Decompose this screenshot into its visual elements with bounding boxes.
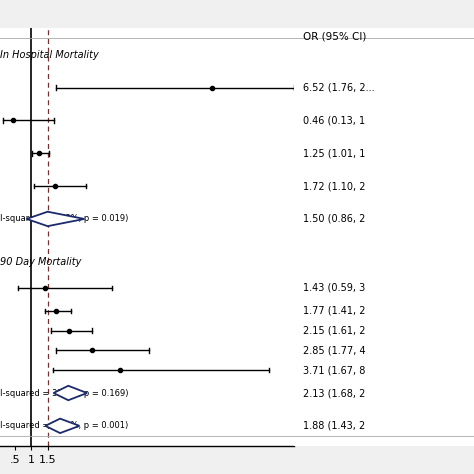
Text: 6.52 (1.76, 2...: 6.52 (1.76, 2... <box>303 82 374 92</box>
Polygon shape <box>54 386 87 400</box>
Text: 2.85 (1.77, 4: 2.85 (1.77, 4 <box>303 346 365 356</box>
Text: OR (95% CI): OR (95% CI) <box>303 32 366 42</box>
Text: 90 Day Mortality: 90 Day Mortality <box>0 256 82 267</box>
Text: 1.25 (1.01, 1: 1.25 (1.01, 1 <box>303 148 365 158</box>
Polygon shape <box>46 419 80 433</box>
Text: 1.72 (1.10, 2: 1.72 (1.10, 2 <box>303 181 365 191</box>
Text: 2.15 (1.61, 2: 2.15 (1.61, 2 <box>303 326 365 336</box>
Text: 3.71 (1.67, 8: 3.71 (1.67, 8 <box>303 365 365 375</box>
Text: 1.88 (1.43, 2: 1.88 (1.43, 2 <box>303 421 365 431</box>
Text: 1.43 (0.59, 3: 1.43 (0.59, 3 <box>303 283 365 293</box>
Polygon shape <box>27 212 84 226</box>
Text: 2.13 (1.68, 2: 2.13 (1.68, 2 <box>303 388 365 398</box>
Text: 1.50 (0.86, 2: 1.50 (0.86, 2 <box>303 214 365 224</box>
Text: I-squared = 70.0%, p = 0.001): I-squared = 70.0%, p = 0.001) <box>0 421 128 430</box>
Text: 0.46 (0.13, 1: 0.46 (0.13, 1 <box>303 115 365 126</box>
Text: 1.77 (1.41, 2: 1.77 (1.41, 2 <box>303 306 365 316</box>
Text: I-squared = 69.8%, p = 0.019): I-squared = 69.8%, p = 0.019) <box>0 214 128 223</box>
Text: I-squared = 37.9%, p = 0.169): I-squared = 37.9%, p = 0.169) <box>0 389 128 398</box>
Text: In Hospital Mortality: In Hospital Mortality <box>0 50 99 60</box>
